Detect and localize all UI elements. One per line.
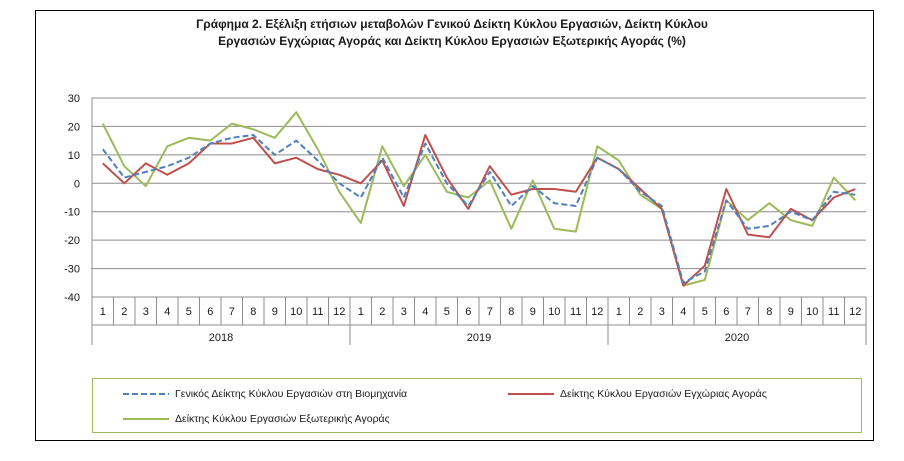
x-tick-label-month: 4 — [422, 306, 428, 318]
legend-swatch-foreign — [123, 418, 169, 420]
series-line-general — [102, 134, 856, 284]
x-tick-label-year: 2020 — [725, 332, 749, 344]
x-tick-label-month: 3 — [401, 306, 407, 318]
x-tick-label-month: 6 — [207, 306, 213, 318]
legend-swatch-general — [123, 393, 169, 395]
x-tick-label-month: 12 — [591, 306, 603, 318]
legend-item-foreign: Δείκτης Κύκλου Εργασιών Εξωτερικής Αγορά… — [123, 413, 390, 425]
x-tick-label-month: 6 — [723, 306, 729, 318]
x-tick-label-month: 12 — [849, 306, 861, 318]
x-tick-label-month: 1 — [616, 306, 622, 318]
x-tick-label-month: 1 — [100, 306, 106, 318]
x-tick-label-month: 9 — [530, 306, 536, 318]
x-tick-label-month: 9 — [272, 306, 278, 318]
legend-item-domestic: Δείκτης Κύκλου Εργασιών Εγχώριας Αγοράς — [508, 388, 767, 400]
series-line-foreign — [101, 111, 857, 287]
y-tick-label: 10 — [68, 150, 80, 162]
x-tick-label-month: 7 — [487, 306, 493, 318]
x-tick-label-month: 5 — [186, 306, 192, 318]
legend-label-general: Γενικός Δείκτης Κύκλου Εργασιών στη Βιομ… — [175, 388, 408, 400]
legend-item-general: Γενικός Δείκτης Κύκλου Εργασιών στη Βιομ… — [123, 388, 407, 400]
x-tick-label-month: 9 — [788, 306, 794, 318]
x-tick-label-month: 7 — [229, 306, 235, 318]
x-tick-label-year: 2018 — [209, 332, 233, 344]
x-tick-label-month: 3 — [659, 306, 665, 318]
x-tick-label-month: 4 — [164, 306, 170, 318]
x-tick-label-month: 8 — [250, 306, 256, 318]
chart-title-line-2: Εργασιών Εγχώριας Αγοράς και Δείκτη Κύκλ… — [218, 34, 686, 48]
legend: Γενικός Δείκτης Κύκλου Εργασιών στη Βιομ… — [92, 378, 862, 433]
x-tick-label-month: 3 — [143, 306, 149, 318]
chart-title-line-1: Γράφημα 2. Εξέλιξη ετήσιων μεταβολών Γεν… — [196, 17, 708, 31]
x-tick-label-month: 11 — [570, 306, 581, 318]
x-tick-label-year: 2019 — [467, 332, 491, 344]
chart-title: Γράφημα 2. Εξέλιξη ετήσιων μεταβολών Γεν… — [0, 16, 904, 50]
x-tick-label-month: 11 — [312, 306, 323, 318]
y-tick-label: 30 — [68, 93, 80, 105]
x-tick-label-month: 1 — [358, 306, 364, 318]
x-tick-label-month: 10 — [806, 306, 818, 318]
x-tick-label-month: 8 — [766, 306, 772, 318]
x-tick-label-month: 5 — [702, 306, 708, 318]
x-tick-label-month: 4 — [680, 306, 686, 318]
legend-label-foreign: Δείκτης Κύκλου Εργασιών Εξωτερικής Αγορά… — [175, 413, 390, 425]
chart-frame — [35, 10, 874, 441]
x-tick-label-month: 2 — [121, 306, 127, 318]
x-tick-label-month: 10 — [290, 306, 302, 318]
y-tick-label: -30 — [64, 264, 80, 276]
series-line-domestic — [102, 134, 856, 287]
x-tick-label-month: 5 — [444, 306, 450, 318]
x-tick-label-month: 10 — [548, 306, 560, 318]
x-tick-label-month: 6 — [465, 306, 471, 318]
y-tick-label: 20 — [68, 121, 80, 133]
legend-label-domestic: Δείκτης Κύκλου Εργασιών Εγχώριας Αγοράς — [560, 388, 767, 400]
x-tick-label-month: 2 — [379, 306, 385, 318]
y-tick-label: -40 — [64, 292, 80, 304]
y-tick-label: -10 — [64, 207, 80, 219]
y-tick-label: 0 — [74, 178, 80, 190]
x-tick-label-month: 2 — [637, 306, 643, 318]
x-tick-label-month: 12 — [333, 306, 345, 318]
legend-swatch-domestic — [508, 393, 554, 395]
x-tick-label-month: 11 — [828, 306, 839, 318]
y-tick-label: -20 — [64, 235, 80, 247]
x-tick-label-month: 7 — [745, 306, 751, 318]
x-tick-label-month: 8 — [508, 306, 514, 318]
